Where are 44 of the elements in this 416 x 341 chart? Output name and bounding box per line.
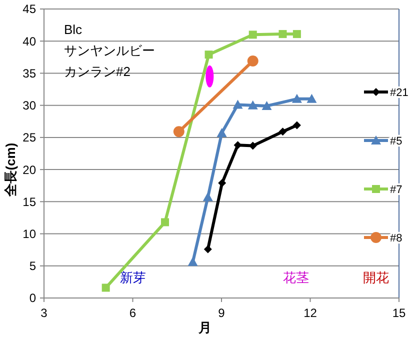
- y-tick-label: 30: [22, 98, 36, 113]
- point: [292, 121, 301, 130]
- y-tick-label: 25: [22, 130, 36, 145]
- point: [292, 94, 302, 103]
- point: [278, 30, 287, 38]
- point: [234, 141, 242, 150]
- annotation: サンヤンルビー: [64, 43, 155, 58]
- point: [173, 126, 184, 138]
- point: [204, 245, 212, 254]
- point: [232, 100, 243, 109]
- y-tick-label: 35: [22, 66, 36, 80]
- point: [306, 94, 317, 103]
- x-tick-label: 9: [218, 306, 226, 320]
- y-tick-label: 5: [29, 259, 36, 274]
- x-tick-label: 6: [129, 306, 136, 320]
- x-axis-title: 月: [198, 320, 212, 335]
- point: [216, 128, 227, 137]
- y-axis-title: 全長(cm): [3, 142, 18, 198]
- annotation: 新芽: [120, 270, 146, 285]
- y-tick-label: 15: [22, 194, 36, 209]
- point: [102, 284, 110, 292]
- annotation: Blc: [64, 22, 83, 37]
- point: [160, 218, 169, 226]
- annotation: カンラン#2: [64, 64, 130, 79]
- x-tick-label: 15: [392, 306, 406, 320]
- point: [262, 100, 272, 110]
- x-tick-label: 12: [304, 306, 318, 320]
- x-tick-label: 3: [40, 306, 48, 320]
- point: [278, 128, 287, 136]
- y-tick-label: 20: [22, 162, 36, 177]
- y-tick-label: 40: [22, 34, 36, 48]
- annotation: 開花: [363, 270, 389, 285]
- point: [218, 179, 226, 188]
- y-tick-label: 10: [22, 226, 36, 241]
- y-tick-label: 0: [29, 291, 36, 306]
- point: [202, 192, 213, 202]
- annotation: 花茎: [283, 270, 309, 285]
- point: [292, 30, 301, 38]
- y-tick-label: 45: [22, 2, 36, 16]
- point: [247, 56, 258, 67]
- point: [188, 257, 198, 266]
- point: [204, 50, 213, 59]
- point: [248, 30, 257, 39]
- point: [248, 100, 258, 110]
